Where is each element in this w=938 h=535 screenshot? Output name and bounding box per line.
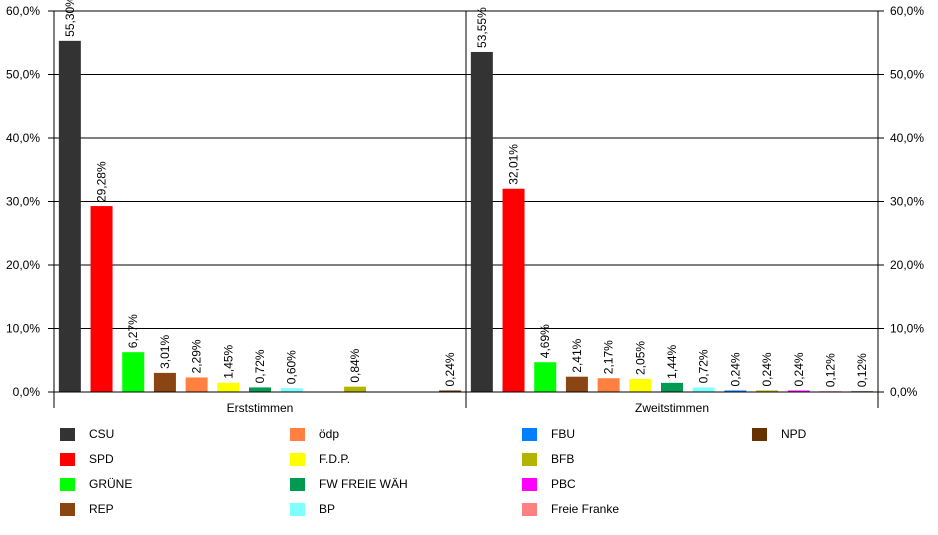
data-label: 2,17%	[602, 340, 616, 374]
data-label: 32,01%	[507, 144, 521, 185]
bar	[470, 51, 493, 393]
data-label: 0,24%	[792, 352, 806, 386]
bar	[58, 40, 81, 392]
bar	[217, 382, 240, 392]
y-tick-label-left: 60,0%	[6, 4, 40, 18]
bar	[90, 206, 113, 392]
data-label: 0,24%	[728, 352, 742, 386]
y-tick-label-right: 10,0%	[890, 322, 924, 336]
bar	[597, 378, 620, 392]
data-label: 2,05%	[633, 341, 647, 375]
data-label: 29,28%	[95, 161, 109, 202]
data-label: 3,01%	[158, 335, 172, 369]
y-tick-label-left: 10,0%	[6, 322, 40, 336]
bar	[344, 386, 367, 392]
y-tick-label-left: 0,0%	[13, 385, 41, 399]
bar	[122, 352, 145, 392]
y-tick-label-left: 40,0%	[6, 131, 40, 145]
data-label: 0,72%	[253, 349, 267, 383]
bar	[534, 362, 557, 392]
data-label: 0,84%	[348, 348, 362, 382]
bar	[661, 382, 683, 392]
data-label: 53,55%	[475, 7, 489, 48]
data-label: 2,41%	[570, 338, 584, 372]
y-tick-label-left: 50,0%	[6, 68, 40, 82]
y-tick-label-right: 40,0%	[890, 131, 924, 145]
bar	[692, 387, 715, 392]
data-label: 0,72%	[697, 349, 711, 383]
data-label: 0,24%	[443, 352, 457, 386]
y-tick-label-right: 0,0%	[890, 385, 918, 399]
data-label: 55,30%	[63, 0, 77, 37]
y-tick-label-right: 60,0%	[890, 4, 924, 18]
bar	[756, 390, 779, 392]
y-tick-label-right: 30,0%	[890, 195, 924, 209]
bar	[629, 378, 652, 392]
data-label: 6,27%	[126, 314, 140, 348]
bar	[787, 390, 810, 392]
bar	[565, 376, 588, 392]
bar	[502, 188, 525, 392]
axes: 0,0% 0,0% 10,0% 10,0% 20,0% 20,0% 30,0% 30,0% 40…	[6, 4, 924, 415]
bar	[280, 388, 303, 392]
data-label: 0,12%	[823, 353, 837, 387]
y-tick-label-left: 30,0%	[6, 195, 40, 209]
bar	[185, 377, 208, 392]
y-tick-label-right: 50,0%	[890, 68, 924, 82]
data-label: 1,45%	[221, 344, 235, 378]
y-tick-label-left: 20,0%	[6, 258, 40, 272]
data-label: 4,69%	[538, 324, 552, 358]
bar	[153, 372, 176, 392]
bar	[724, 390, 747, 392]
bar	[439, 390, 462, 392]
x-axis-label: Erststimmen	[227, 401, 294, 415]
data-label: 0,60%	[285, 350, 299, 384]
data-labels: 55,30% 29,28% 6,27% 3,01% 2,29% 1,45% 0,72% 0,6…	[63, 0, 869, 387]
bars	[58, 40, 874, 393]
data-label: 2,29%	[190, 339, 204, 373]
x-axis-label: Zweitstimmen	[635, 401, 709, 415]
y-tick-label-right: 20,0%	[890, 258, 924, 272]
bar	[249, 387, 271, 392]
data-label: 0,24%	[760, 352, 774, 386]
data-label: 1,44%	[665, 345, 679, 379]
data-label: 0,12%	[855, 353, 869, 387]
